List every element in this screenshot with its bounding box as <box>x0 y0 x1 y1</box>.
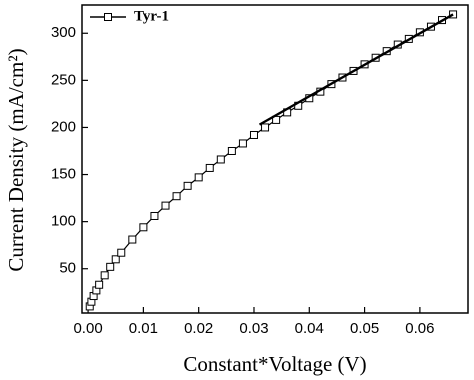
marker <box>216 155 225 164</box>
fit-line <box>258 13 454 126</box>
x-tick-label: 0.03 <box>239 320 268 337</box>
marker <box>111 255 120 264</box>
marker <box>128 235 137 244</box>
marker <box>150 211 159 220</box>
marker <box>161 201 170 210</box>
marker <box>117 248 126 257</box>
marker <box>139 223 148 232</box>
marker <box>227 146 236 155</box>
y-tick-label: 100 <box>51 213 76 230</box>
y-axis-title: Current Density (mA/cm²) <box>4 48 28 271</box>
x-tick-label: 0.04 <box>295 320 324 337</box>
y-tick-label: 200 <box>51 118 76 135</box>
y-tick-label: 50 <box>59 260 76 277</box>
marker <box>249 130 258 139</box>
x-tick-label: 0.06 <box>405 320 434 337</box>
marker <box>183 181 192 190</box>
y-tick-label: 150 <box>51 166 76 183</box>
x-tick-label: 0.01 <box>129 320 158 337</box>
x-tick-label: 0.02 <box>184 320 213 337</box>
marker <box>106 262 115 271</box>
x-tick-label: 0.00 <box>73 320 102 337</box>
marker <box>100 271 109 280</box>
plot-frame <box>81 4 469 314</box>
legend-label: Tyr-1 <box>134 8 169 24</box>
marker <box>261 123 270 132</box>
x-tick-label: 0.05 <box>350 320 379 337</box>
y-tick-label: 300 <box>51 24 76 41</box>
legend-marker <box>104 13 112 21</box>
marker <box>205 163 214 172</box>
y-tick-label: 250 <box>51 71 76 88</box>
marker <box>238 139 247 148</box>
marker <box>194 173 203 182</box>
x-axis-title: Constant*Voltage (V) <box>183 352 366 376</box>
data-line <box>89 13 454 307</box>
marker <box>95 280 104 289</box>
marker <box>172 192 181 201</box>
